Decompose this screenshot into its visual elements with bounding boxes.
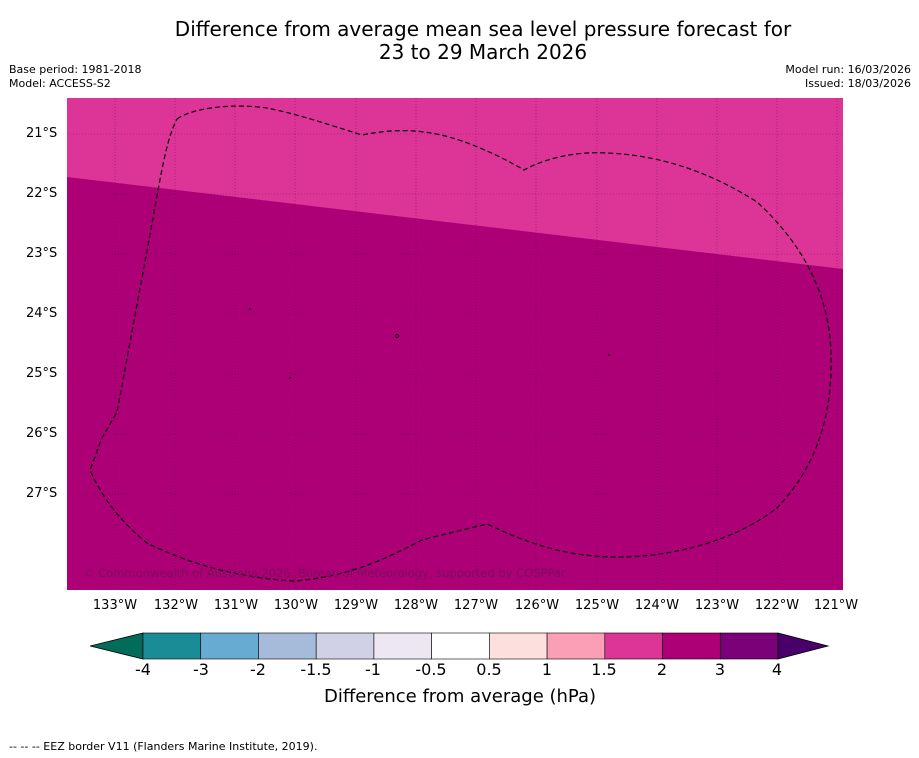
colorbar-segment [431, 632, 490, 660]
colorbar-segment [604, 632, 663, 660]
colorbar-segment [373, 632, 432, 660]
lon-label: 128°W [393, 598, 439, 613]
pressure-field [67, 98, 843, 590]
anomaly-band-1-5-to-2 [67, 98, 843, 269]
colorbar-tick: 1.5 [591, 660, 617, 679]
lon-label: 123°W [694, 598, 740, 613]
colorbar-tick: -2 [250, 660, 266, 679]
eez-footnote: -- -- -- EEZ border V11 (Flanders Marine… [9, 740, 318, 753]
lat-label: 21°S [26, 126, 58, 141]
model-name: Model: ACCESS-S2 [9, 77, 111, 90]
colorbar-segment [719, 632, 779, 660]
lon-label: 125°W [574, 598, 620, 613]
lon-label: 130°W [273, 598, 319, 613]
chart-title: Difference from average mean sea level p… [0, 18, 919, 64]
copyright-notice: © Commonwealth of Australia 2026, Bureau… [83, 566, 568, 580]
colorbar-label: Difference from average (hPa) [323, 686, 597, 707]
lat-label: 24°S [26, 306, 58, 321]
lat-label: 25°S [26, 366, 58, 381]
colorbar-tick: -0.5 [415, 660, 447, 679]
eez-border [89, 105, 832, 582]
colorbar-tick: -4 [135, 660, 151, 679]
lon-label: 132°W [153, 598, 199, 613]
colorbar-over-arrow [777, 632, 830, 660]
map-panel: © Commonwealth of Australia 2026, Bureau… [67, 98, 843, 590]
colorbar-tick: 3 [714, 660, 726, 679]
issued-date: Issued: 18/03/2026 [804, 77, 911, 90]
graticule-lines [67, 98, 843, 590]
lat-label: 26°S [26, 426, 58, 441]
lat-label: 27°S [26, 486, 58, 501]
small-islands [248, 307, 611, 379]
lon-label: 131°W [213, 598, 259, 613]
lon-label: 133°W [92, 598, 138, 613]
colorbar [90, 632, 830, 660]
lat-label: 23°S [26, 246, 58, 261]
lon-label: 127°W [453, 598, 499, 613]
lon-label: 126°W [514, 598, 560, 613]
colorbar-tick: 1 [541, 660, 553, 679]
colorbar-under-arrow [90, 632, 144, 660]
lon-label: 129°W [333, 598, 379, 613]
colorbar-segment [142, 632, 202, 660]
colorbar-tick: -3 [193, 660, 209, 679]
title-line-2: 23 to 29 March 2026 [378, 40, 588, 64]
colorbar-segments [142, 632, 779, 660]
colorbar-segment [315, 632, 375, 660]
lon-label: 122°W [754, 598, 800, 613]
colorbar-tick: 0.5 [476, 660, 502, 679]
colorbar-segment [200, 632, 259, 660]
colorbar-tick: 2 [656, 660, 668, 679]
colorbar-tick: -1.5 [300, 660, 332, 679]
lon-label: 124°W [634, 598, 680, 613]
title-line-1: Difference from average mean sea level p… [174, 17, 792, 41]
colorbar-segment [258, 632, 317, 660]
colorbar-tick: 4 [771, 660, 783, 679]
lon-label: 121°W [813, 598, 859, 613]
base-period: Base period: 1981-2018 [9, 63, 142, 76]
colorbar-segment [662, 632, 721, 660]
colorbar-segment [546, 632, 606, 660]
model-run: Model run: 16/03/2026 [785, 63, 911, 76]
colorbar-tick: -1 [365, 660, 381, 679]
colorbar-segment [489, 632, 548, 660]
meta-left: Base period: 1981-2018 Model: ACCESS-S2 [9, 63, 141, 91]
meta-right: Model run: 16/03/2026 Issued: 18/03/2026 [785, 63, 911, 91]
lat-label: 22°S [26, 186, 58, 201]
